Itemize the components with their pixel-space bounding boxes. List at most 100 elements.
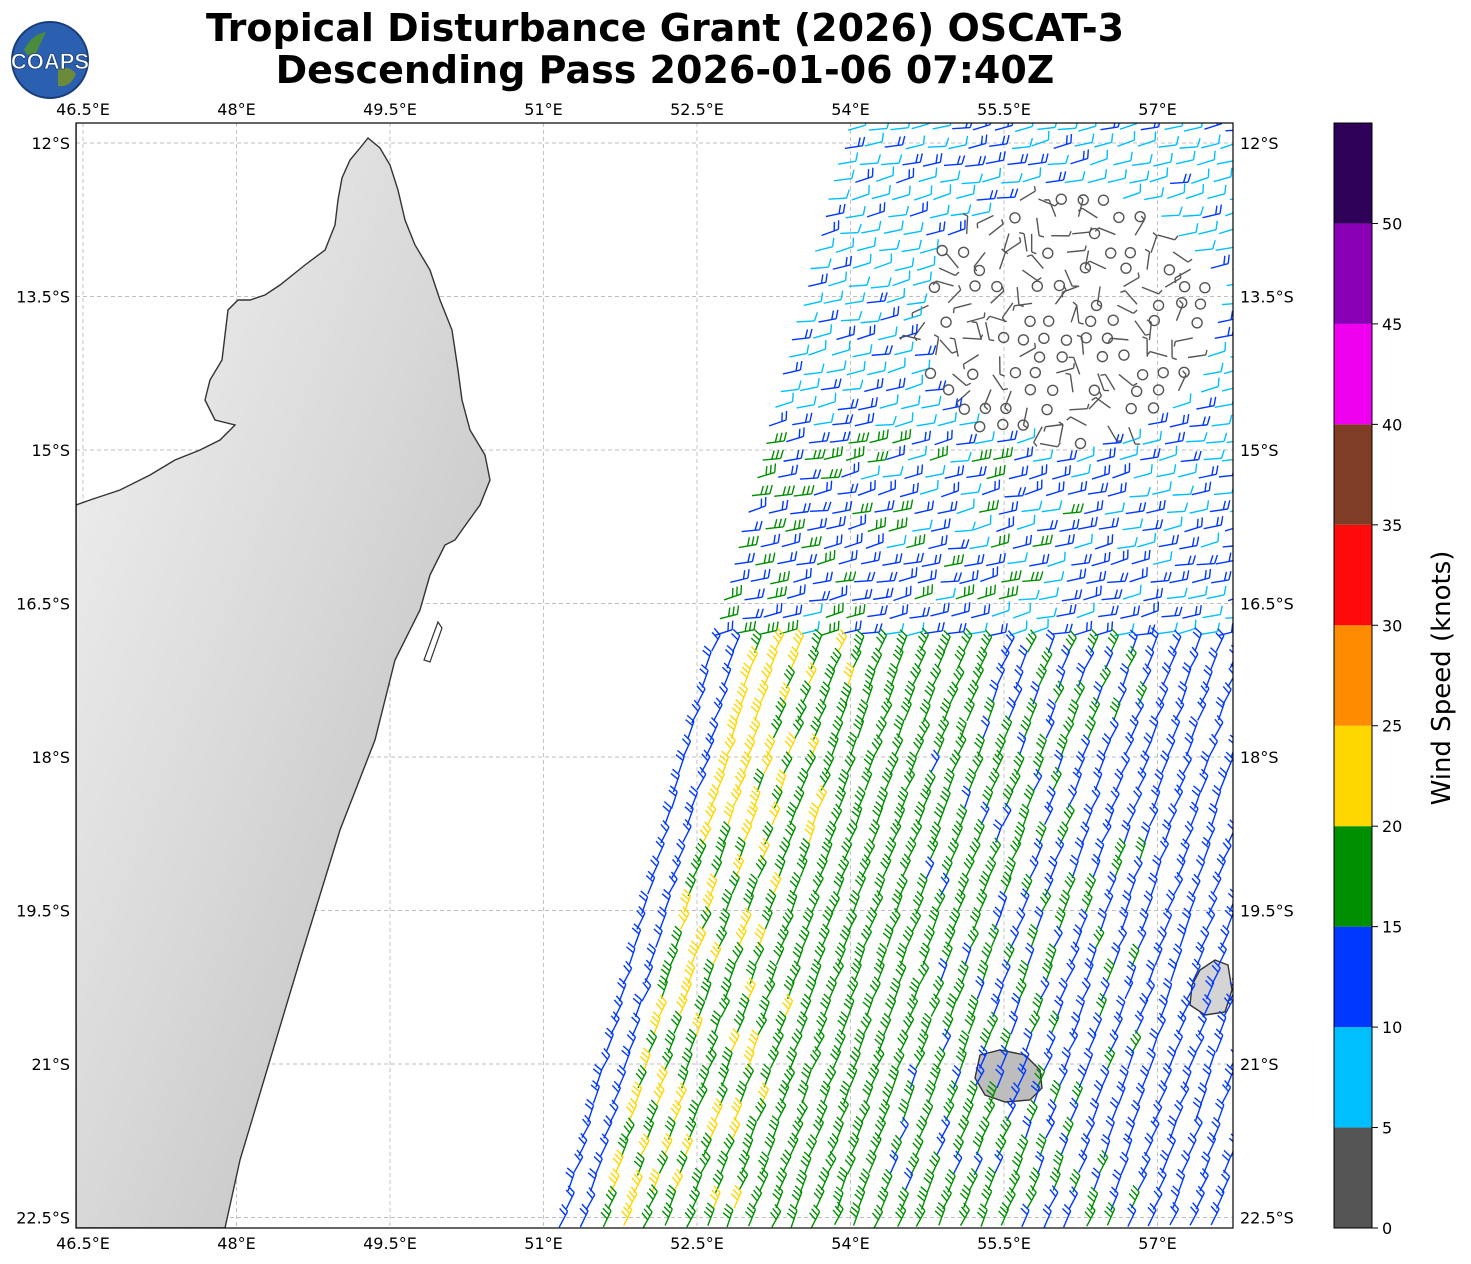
wind-barb xyxy=(1036,217,1045,238)
wind-barb xyxy=(711,627,721,652)
wind-barb xyxy=(852,344,873,358)
wind-barb xyxy=(702,645,712,670)
wind-barb xyxy=(675,749,686,774)
wind-barb xyxy=(1222,545,1233,548)
wind-barb xyxy=(1152,481,1172,495)
wind-barb xyxy=(832,414,854,426)
wind-barb xyxy=(1215,552,1233,565)
wind-barb xyxy=(820,378,842,391)
wind-barb xyxy=(847,123,867,131)
wind-barb xyxy=(1144,248,1151,270)
wind-barb xyxy=(836,697,848,722)
wind-barb xyxy=(852,502,873,515)
wind-barb xyxy=(769,801,781,825)
wind-barb xyxy=(655,836,665,861)
wind-barb xyxy=(888,517,908,532)
wind-barb xyxy=(930,204,950,219)
wind-barb xyxy=(740,751,752,775)
wind-barb xyxy=(810,501,832,513)
wind-barb xyxy=(1028,464,1048,480)
wind-barb xyxy=(766,644,778,669)
wind-barb xyxy=(1224,751,1233,776)
wind-barb xyxy=(969,536,990,550)
wind-barb xyxy=(904,374,924,391)
wind-barb xyxy=(1069,854,1079,879)
wind-barb xyxy=(865,533,884,549)
wind-barb xyxy=(1176,769,1186,793)
wind-barb xyxy=(1187,586,1208,600)
wind-barb xyxy=(848,276,871,288)
wind-barb xyxy=(1046,785,1056,810)
wind-barb xyxy=(875,715,887,740)
wind-barb xyxy=(941,481,960,498)
wind-barb xyxy=(1192,627,1203,651)
wind-barb xyxy=(1008,465,1029,480)
wind-barb xyxy=(765,517,787,530)
wind-barb xyxy=(783,664,795,689)
wind-barb xyxy=(911,123,930,130)
wind-barb xyxy=(1060,334,1073,346)
wind-barb xyxy=(1021,500,1043,513)
wind-barb xyxy=(815,237,835,252)
wind-barb xyxy=(996,188,1019,199)
wind-barb xyxy=(819,681,831,705)
wind-barb xyxy=(1225,616,1233,620)
wind-barb xyxy=(782,604,803,619)
wind-barb xyxy=(803,603,823,617)
wind-barb xyxy=(1045,481,1065,497)
lon-label-top: 55.5°E xyxy=(977,100,1031,119)
wind-barb xyxy=(1215,246,1233,251)
wind-barb xyxy=(938,267,960,277)
wind-barb xyxy=(1026,254,1044,269)
wind-barb xyxy=(963,853,975,878)
wind-barb xyxy=(1211,414,1233,427)
wind-barb xyxy=(1052,465,1072,480)
wind-barb xyxy=(1045,714,1055,739)
wind-barb xyxy=(956,433,978,446)
wind-barb xyxy=(973,818,985,843)
wind-barb xyxy=(894,257,915,272)
wind-barb xyxy=(782,360,803,375)
wind-barb xyxy=(1107,169,1128,184)
wind-barb xyxy=(741,520,763,533)
sainte-marie-island xyxy=(423,620,443,663)
wind-barb xyxy=(803,292,824,307)
wind-barb xyxy=(1170,714,1181,739)
wind-barb xyxy=(852,253,872,269)
lon-label-top: 52.5°E xyxy=(670,100,724,119)
wind-barb xyxy=(1094,133,1114,148)
wind-barb xyxy=(873,587,894,601)
wind-barb xyxy=(1158,534,1180,548)
wind-barb xyxy=(1018,803,1030,828)
wind-barb xyxy=(1148,802,1159,827)
wind-barb xyxy=(723,585,743,601)
wind-barb xyxy=(1118,349,1130,361)
wind-barb xyxy=(956,498,975,515)
wind-barb xyxy=(1086,570,1107,585)
wind-barb xyxy=(734,836,746,861)
wind-barb xyxy=(774,854,786,879)
wind-barb xyxy=(805,662,817,686)
wind-barb xyxy=(1042,247,1054,259)
wind-barb xyxy=(732,853,745,878)
wind-barb xyxy=(723,801,735,826)
wind-barb xyxy=(933,334,940,356)
wind-barb xyxy=(840,310,863,322)
wind-barb xyxy=(927,836,939,860)
wind-barb xyxy=(844,292,866,305)
wind-barb xyxy=(989,837,1002,861)
wind-barb xyxy=(1149,627,1159,651)
lat-label-right: 12°S xyxy=(1240,134,1279,153)
wind-barb xyxy=(1073,680,1086,704)
wind-barb xyxy=(1087,482,1109,495)
wind-barb xyxy=(910,819,923,843)
wind-barb xyxy=(893,499,914,513)
wind-barb xyxy=(1191,481,1212,496)
wind-barb xyxy=(844,136,866,150)
wind-barb xyxy=(1045,171,1067,184)
wind-barb xyxy=(879,394,899,409)
wind-barb xyxy=(918,717,931,741)
wind-barb xyxy=(966,312,986,323)
wind-barb xyxy=(875,415,897,427)
wind-barb xyxy=(1206,432,1228,444)
